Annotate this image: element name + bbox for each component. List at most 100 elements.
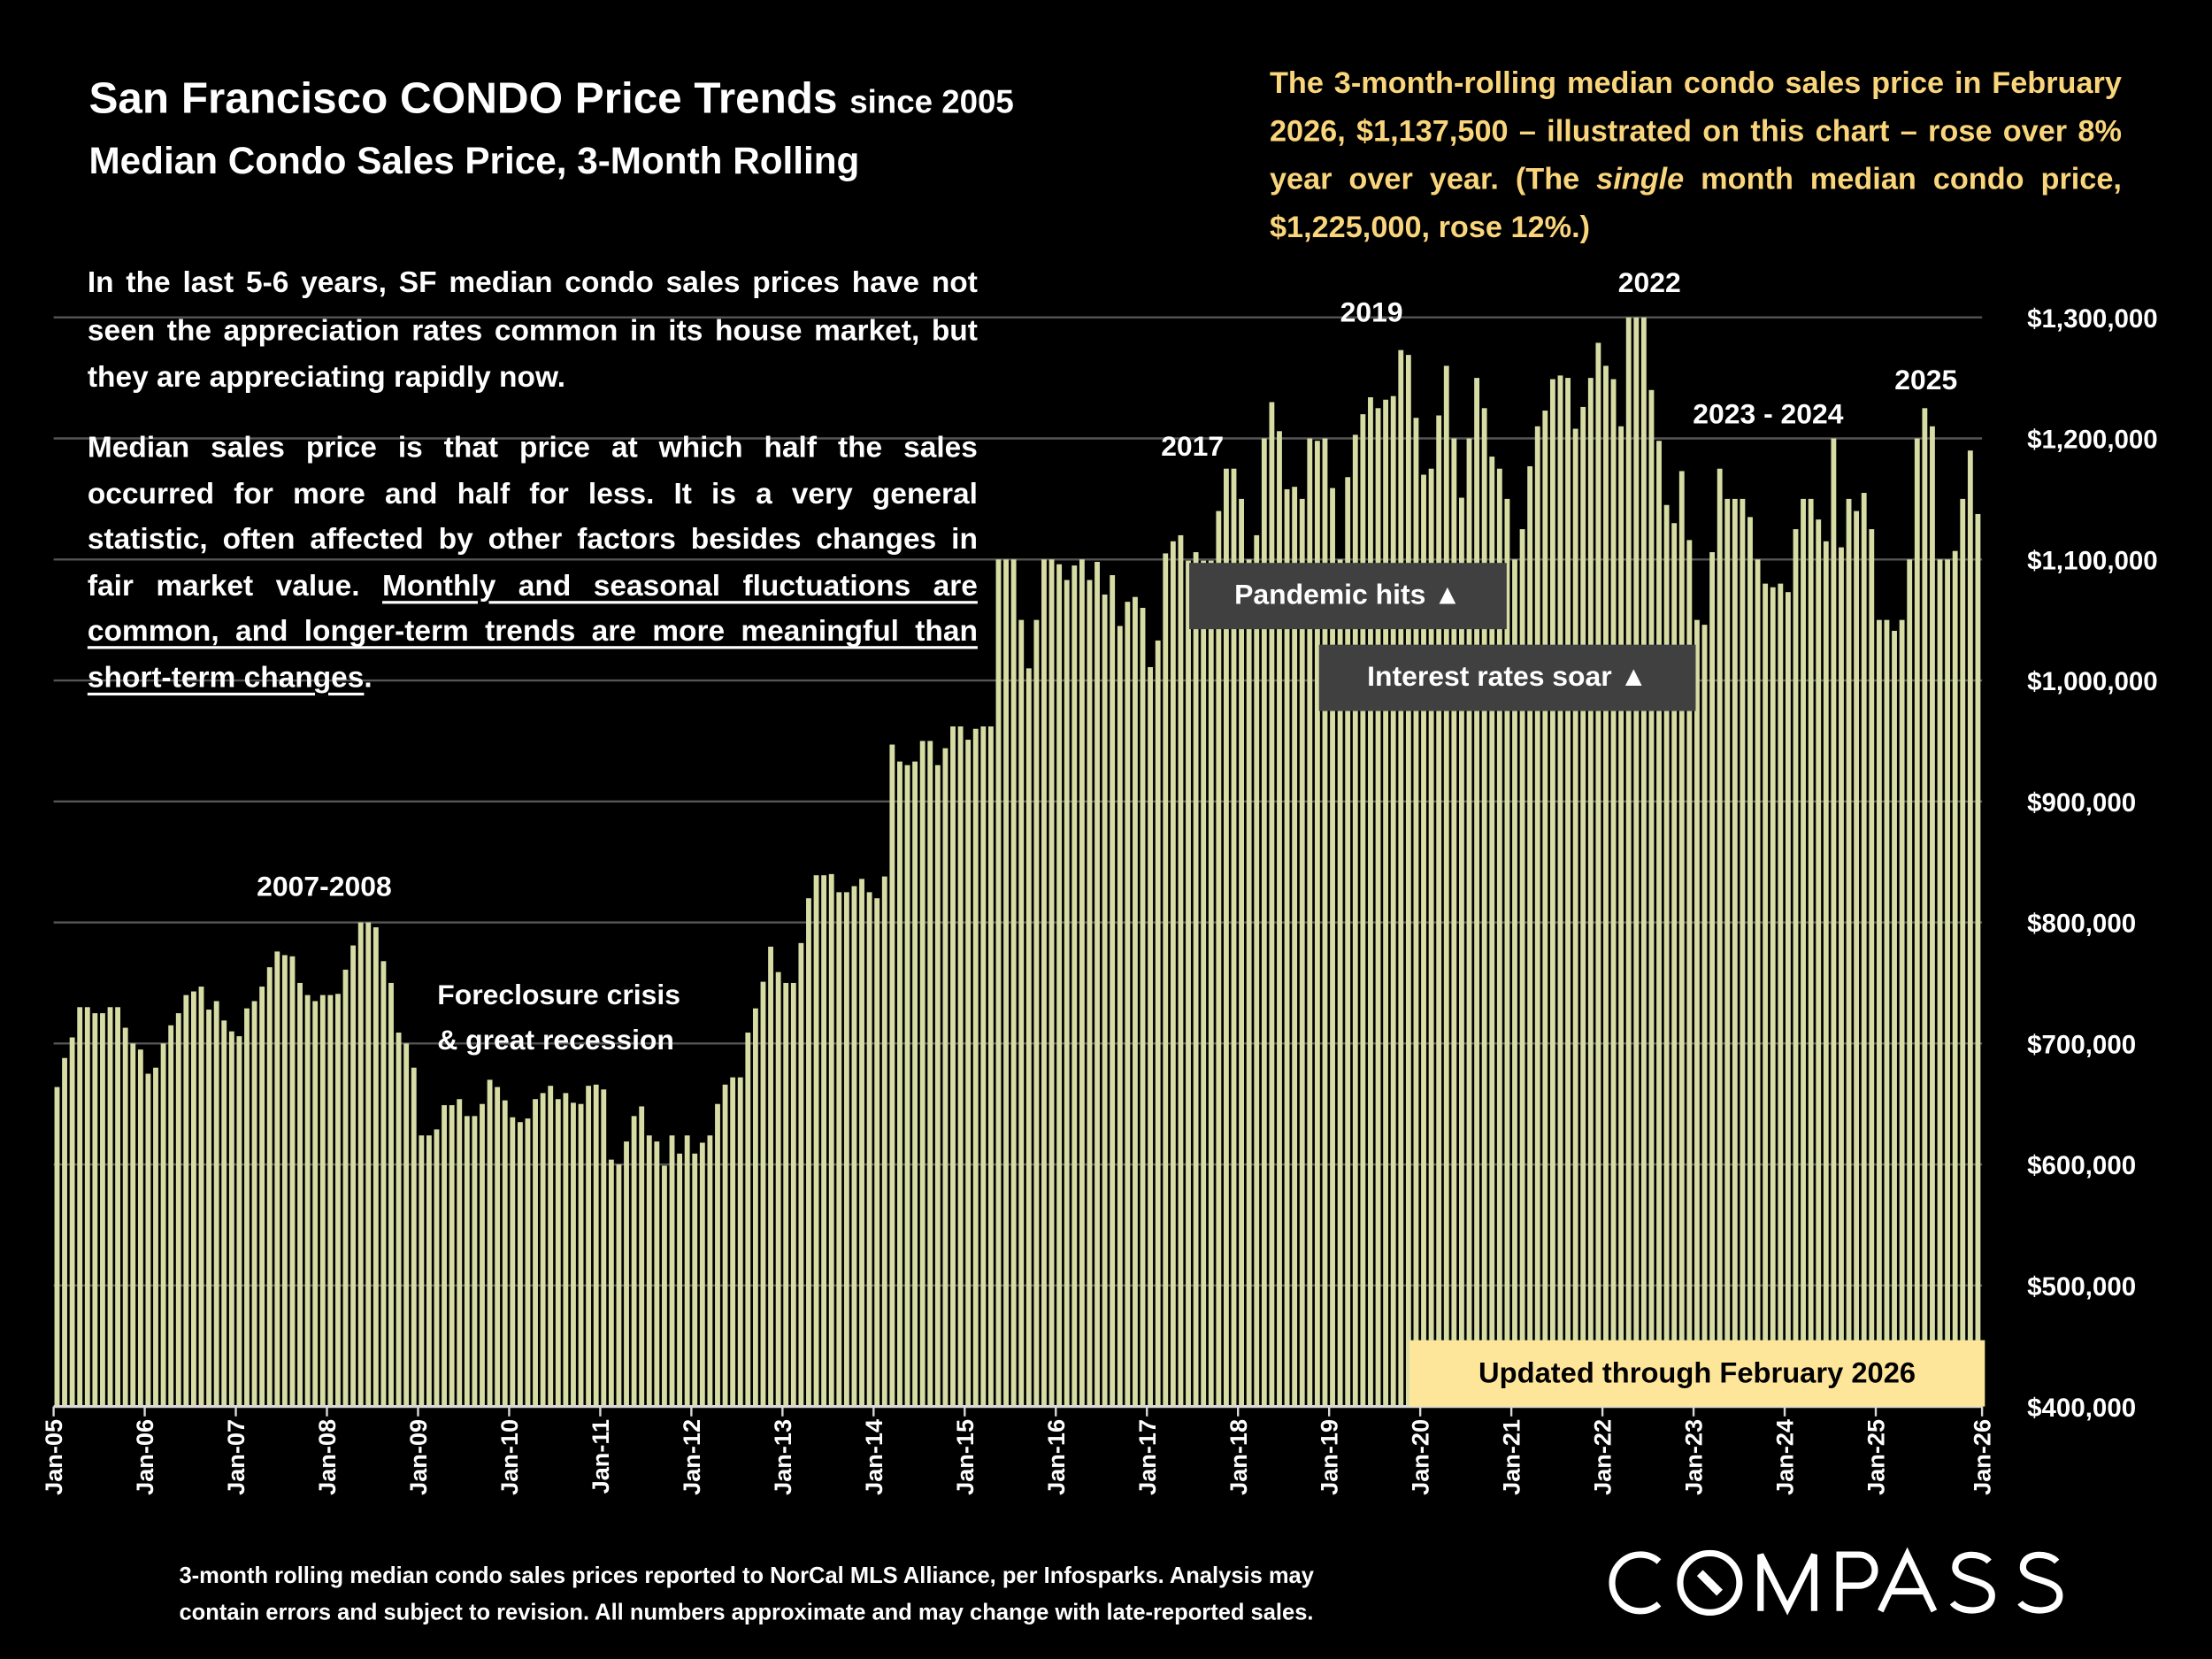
bar: [160, 1043, 166, 1407]
bar: [1284, 488, 1290, 1407]
bar: [434, 1129, 440, 1407]
bar: [1922, 408, 1928, 1407]
bar: [1778, 583, 1784, 1407]
bar: [533, 1099, 538, 1407]
annotation-2007-2008: 2007-2008: [257, 872, 392, 903]
x-tick-label: Jan-06: [131, 1419, 158, 1495]
bar: [1186, 560, 1191, 1407]
bar: [1048, 559, 1055, 1407]
bar: [1808, 498, 1814, 1407]
bar: [419, 1135, 425, 1407]
bar: [1352, 434, 1358, 1407]
bar: [601, 1089, 607, 1407]
compass-logo: [1609, 1547, 2063, 1616]
bar: [1770, 587, 1776, 1407]
bar: [1254, 534, 1260, 1407]
bar: [1292, 487, 1298, 1407]
bar: [259, 987, 265, 1407]
bar: [631, 1116, 637, 1407]
bar: [669, 1135, 675, 1407]
bar: [77, 1007, 83, 1407]
bar: [662, 1165, 667, 1407]
x-tick-label: Jan-16: [1042, 1419, 1070, 1495]
annotation-2019: 2019: [1340, 297, 1403, 329]
callout-text: The 3-month-rolling median condo sales p…: [1270, 59, 2122, 251]
bar: [115, 1007, 121, 1407]
bar: [175, 1013, 181, 1407]
bar: [1572, 428, 1578, 1407]
bar: [1314, 441, 1320, 1407]
bar: [699, 1142, 705, 1407]
bar: [843, 892, 849, 1407]
bar: [692, 1153, 698, 1407]
bar: [881, 876, 887, 1407]
annotation-2022: 2022: [1617, 267, 1681, 300]
bar: [1709, 552, 1716, 1407]
bar: [1117, 626, 1123, 1407]
bar: [578, 1103, 584, 1407]
bar: [442, 1105, 448, 1407]
bar: [859, 879, 864, 1407]
bar: [388, 982, 394, 1407]
bar: [790, 982, 796, 1407]
bar: [1892, 630, 1897, 1407]
bar: [1269, 402, 1275, 1407]
bar: [821, 875, 827, 1407]
bar: [1010, 559, 1017, 1407]
bar: [1907, 559, 1913, 1407]
bar: [1740, 498, 1746, 1407]
x-axis: Jan-05 Jan-06 Jan-07 Jan-08 Jan-09 Jan-10 Jan-…: [40, 1405, 1996, 1495]
bar: [1496, 468, 1502, 1407]
bar: [472, 1116, 478, 1407]
bar: [1299, 498, 1305, 1407]
annotation-foreclosure-2: & great recession: [437, 1025, 674, 1057]
y-tick-label: $400,000: [2027, 1394, 2136, 1423]
bar: [1512, 559, 1517, 1407]
bar: [1201, 560, 1207, 1407]
bar: [1041, 559, 1047, 1407]
bar: [874, 898, 880, 1407]
chart-subtitle: Median Condo Sales Price, 3-Month Rollin…: [88, 139, 860, 182]
bar: [1125, 602, 1131, 1407]
intro-paragraph-2: Median sales price is that price at whic…: [88, 426, 978, 702]
bar: [1823, 541, 1829, 1407]
bar: [1390, 396, 1396, 1407]
x-tick-label: Jan-22: [1589, 1419, 1617, 1495]
bar: [1481, 408, 1487, 1407]
bar: [84, 1007, 90, 1407]
bar: [775, 972, 781, 1407]
bar: [1595, 342, 1601, 1407]
bar: [889, 744, 895, 1407]
x-tick-label: Jan-24: [1771, 1419, 1799, 1495]
bar: [266, 967, 273, 1407]
logo-letter-c: [1609, 1551, 1662, 1615]
bar: [540, 1093, 546, 1407]
bar: [1193, 552, 1199, 1407]
bar: [563, 1093, 569, 1407]
annotation-2023-2024: 2023 - 2024: [1693, 399, 1844, 431]
bar: [426, 1135, 432, 1407]
interest-rates-label: Interest rates soar ▲: [1318, 644, 1696, 711]
bar: [1717, 468, 1723, 1407]
bar: [934, 764, 941, 1407]
bar: [1504, 498, 1510, 1407]
bar: [236, 1036, 242, 1407]
bar: [950, 726, 956, 1407]
bar: [1884, 619, 1890, 1407]
title-text: San Francisco CONDO Price Trends: [88, 73, 838, 123]
bar: [1701, 625, 1708, 1407]
bar: [1474, 378, 1480, 1407]
bar: [1610, 379, 1617, 1407]
bar: [1587, 378, 1594, 1407]
x-tick-label: Jan-18: [1225, 1419, 1252, 1495]
bar: [707, 1135, 713, 1407]
bar: [851, 886, 857, 1407]
x-tick-label: Jan-17: [1133, 1419, 1161, 1495]
bar: [828, 873, 834, 1407]
bar: [403, 1043, 410, 1407]
bar: [1413, 418, 1419, 1407]
bar: [722, 1084, 728, 1407]
bar: [495, 1087, 501, 1407]
pandemic-label: Pandemic hits ▲: [1189, 563, 1507, 630]
